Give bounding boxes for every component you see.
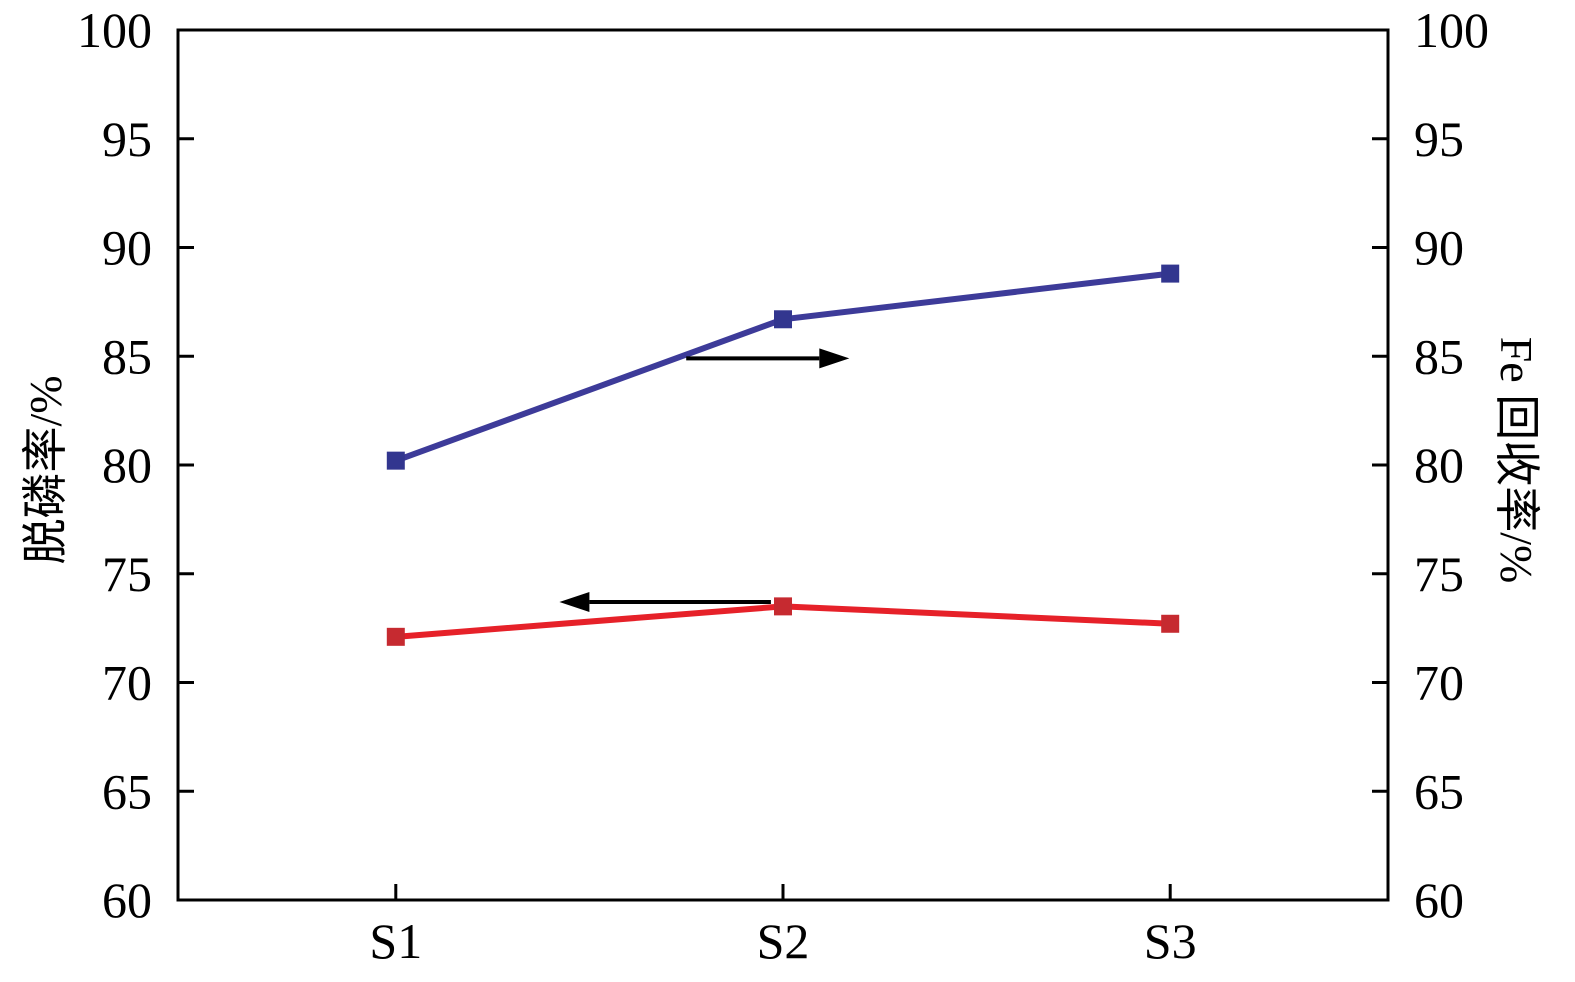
left-tick-label: 85 bbox=[102, 328, 152, 384]
left-tick-label: 100 bbox=[77, 2, 152, 58]
right-tick-label: 85 bbox=[1414, 328, 1464, 384]
axis-arrow-head-right bbox=[819, 348, 850, 369]
right-tick-label: 80 bbox=[1414, 437, 1464, 493]
plot-frame bbox=[176, 28, 1390, 902]
right-tick-label: 60 bbox=[1414, 872, 1464, 928]
series-marker-fe-recovery-rate bbox=[774, 310, 792, 329]
right-tick-label: 75 bbox=[1414, 546, 1464, 602]
left-axis-title: 脱磷率/% bbox=[20, 375, 71, 565]
right-tick-label: 100 bbox=[1414, 2, 1489, 58]
axis-arrow-head-left bbox=[559, 592, 590, 613]
series-marker-fe-recovery-rate bbox=[386, 451, 405, 470]
right-tick-label: 65 bbox=[1414, 763, 1464, 819]
series-marker-dephosphorization-rate bbox=[1161, 614, 1180, 633]
x-tick-label: S1 bbox=[369, 913, 422, 969]
series-line-fe-recovery-rate bbox=[392, 270, 1174, 464]
left-tick-label: 70 bbox=[102, 655, 152, 711]
right-tick-label: 70 bbox=[1414, 655, 1464, 711]
right-axis-title: Fe 回收率/% bbox=[1491, 336, 1542, 584]
series-marker-dephosphorization-rate bbox=[386, 627, 405, 646]
left-tick-label: 75 bbox=[102, 546, 152, 602]
left-tick-label: 60 bbox=[102, 872, 152, 928]
left-tick-label: 65 bbox=[102, 763, 152, 819]
left-tick-label: 90 bbox=[102, 220, 152, 276]
left-tick-label: 95 bbox=[102, 111, 152, 167]
left-tick-label: 80 bbox=[102, 437, 152, 493]
x-tick-label: S2 bbox=[757, 913, 810, 969]
series-marker-fe-recovery-rate bbox=[1161, 264, 1180, 283]
x-tick-label: S3 bbox=[1144, 913, 1197, 969]
right-tick-label: 95 bbox=[1414, 111, 1464, 167]
right-tick-label: 90 bbox=[1414, 220, 1464, 276]
series-marker-dephosphorization-rate bbox=[774, 597, 792, 616]
